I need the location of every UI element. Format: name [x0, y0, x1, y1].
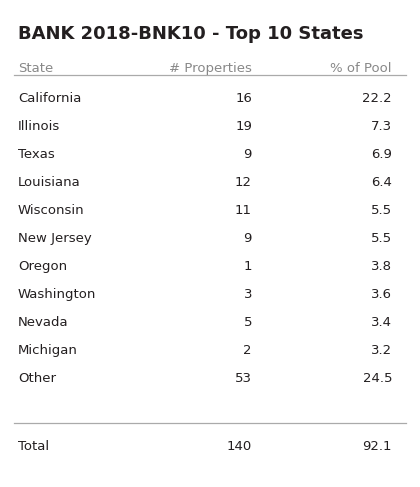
- Text: Michigan: Michigan: [18, 344, 78, 357]
- Text: 9: 9: [244, 232, 252, 245]
- Text: 5: 5: [244, 316, 252, 329]
- Text: 3.6: 3.6: [371, 288, 392, 301]
- Text: State: State: [18, 62, 53, 75]
- Text: 3.4: 3.4: [371, 316, 392, 329]
- Text: Oregon: Oregon: [18, 260, 67, 273]
- Text: Wisconsin: Wisconsin: [18, 204, 84, 217]
- Text: 5.5: 5.5: [371, 204, 392, 217]
- Text: 92.1: 92.1: [362, 440, 392, 453]
- Text: 53: 53: [235, 372, 252, 385]
- Text: 12: 12: [235, 176, 252, 189]
- Text: 7.3: 7.3: [371, 120, 392, 133]
- Text: 1: 1: [244, 260, 252, 273]
- Text: California: California: [18, 92, 81, 105]
- Text: New Jersey: New Jersey: [18, 232, 92, 245]
- Text: 9: 9: [244, 148, 252, 161]
- Text: 5.5: 5.5: [371, 232, 392, 245]
- Text: 140: 140: [227, 440, 252, 453]
- Text: 3.2: 3.2: [371, 344, 392, 357]
- Text: Texas: Texas: [18, 148, 55, 161]
- Text: BANK 2018-BNK10 - Top 10 States: BANK 2018-BNK10 - Top 10 States: [18, 25, 363, 43]
- Text: Other: Other: [18, 372, 56, 385]
- Text: % of Pool: % of Pool: [331, 62, 392, 75]
- Text: Louisiana: Louisiana: [18, 176, 81, 189]
- Text: Illinois: Illinois: [18, 120, 60, 133]
- Text: 6.9: 6.9: [371, 148, 392, 161]
- Text: Total: Total: [18, 440, 49, 453]
- Text: Nevada: Nevada: [18, 316, 68, 329]
- Text: 16: 16: [235, 92, 252, 105]
- Text: 11: 11: [235, 204, 252, 217]
- Text: 6.4: 6.4: [371, 176, 392, 189]
- Text: 22.2: 22.2: [362, 92, 392, 105]
- Text: 24.5: 24.5: [362, 372, 392, 385]
- Text: 3: 3: [244, 288, 252, 301]
- Text: 19: 19: [235, 120, 252, 133]
- Text: Washington: Washington: [18, 288, 96, 301]
- Text: # Properties: # Properties: [169, 62, 252, 75]
- Text: 2: 2: [244, 344, 252, 357]
- Text: 3.8: 3.8: [371, 260, 392, 273]
